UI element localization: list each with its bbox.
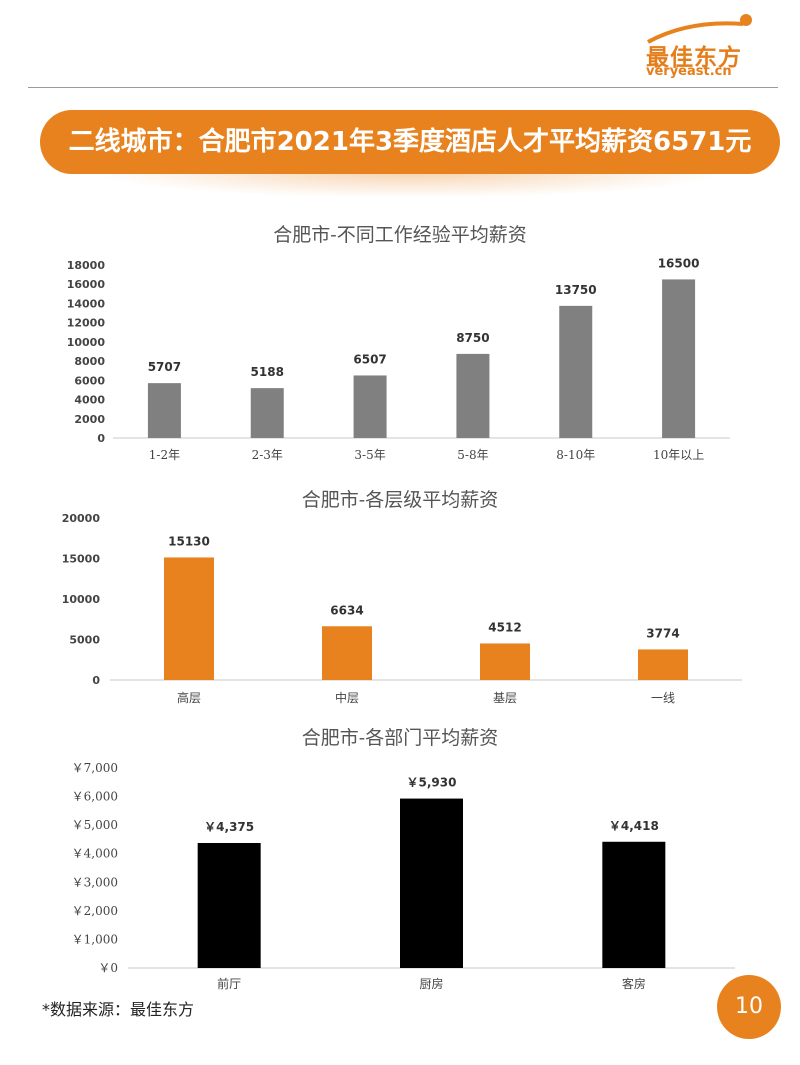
bar [353,375,387,438]
bar [197,843,261,968]
y-tick-label: 2000 [74,413,105,426]
logo-text-en: veryeast.cn [646,64,732,79]
category-label: 客房 [622,976,646,991]
bar [638,649,688,680]
y-tick-label: 5000 [69,634,100,647]
data-label: 16500 [658,256,700,270]
banner-shadow [90,172,730,198]
category-label: 8-10年 [556,448,595,462]
bar [322,626,372,680]
header-divider [28,87,778,88]
y-tick-label: ￥7,000 [72,761,118,775]
category-label: 10年以上 [653,448,704,462]
data-source-note: *数据来源：最佳东方 [42,1000,195,1019]
data-label: 4512 [488,620,521,634]
y-tick-label: ￥0 [98,961,118,975]
bar [250,388,284,438]
y-tick-label: 10000 [62,593,101,606]
bar [480,643,530,680]
data-label: 6507 [353,352,386,366]
data-label: 3774 [646,626,679,640]
logo-text-cn: 最佳东方 [646,45,742,71]
category-label: 基层 [493,691,517,705]
page-title-banner: 二线城市：合肥市2021年3季度酒店人才平均薪资6571元 [40,110,780,174]
y-tick-label: 14000 [67,297,106,310]
y-tick-label: ￥1,000 [72,932,118,946]
level-salary-chart: 0 5000 10000 15000 20000 15130 高层 6634 中层 4512 基层 3… [62,512,742,705]
bar [456,353,490,438]
department-salary-chart: ￥0 ￥1,000 ￥2,000 ￥3,000 ￥4,000 ￥5,000 ￥6,000 ￥7… [72,761,735,991]
y-tick-label: 16000 [67,278,106,291]
bar [662,279,696,438]
bar [602,841,666,968]
data-label: 13750 [555,283,597,297]
y-tick-label: 20000 [62,512,101,525]
bar [164,557,214,680]
y-tick-label: 6000 [74,374,105,387]
category-label: 5-8年 [457,448,488,462]
page-number-badge: 10 [717,975,781,1039]
bar [147,383,181,438]
category-label: 1-2年 [149,448,180,462]
data-label: 6634 [330,603,363,617]
category-label: 3-5年 [354,448,385,462]
category-label: 高层 [177,690,201,705]
chart-title-level: 合肥市-各层级平均薪资 [301,489,499,511]
chart-title-experience: 合肥市-不同工作经验平均薪资 [273,224,527,246]
category-label: 一线 [651,691,675,705]
experience-salary-chart: 0 2000 4000 6000 8000 10000 12000 14000 16000 180… [67,256,730,462]
y-tick-label: ￥4,000 [72,847,118,861]
data-label: ￥5,930 [407,776,457,790]
y-tick-label: 8000 [74,355,105,368]
y-tick-label: ￥5,000 [72,818,118,832]
y-tick-label: 0 [97,432,105,445]
brand-logo: 最佳东方 veryeast.cn [638,10,758,80]
data-label: ￥4,418 [609,819,659,833]
y-tick-label: ￥3,000 [72,875,118,889]
category-label: 2-3年 [252,448,283,462]
data-label: 5707 [148,360,181,374]
logo-swoosh-icon [647,14,752,44]
category-label: 中层 [335,690,359,705]
y-tick-label: 10000 [67,336,106,349]
y-tick-label: 12000 [67,317,106,330]
y-tick-label: ￥6,000 [72,790,118,804]
y-tick-label: ￥2,000 [72,904,118,918]
bar [559,305,593,438]
data-label: 5188 [251,365,284,379]
y-tick-label: 15000 [62,553,101,566]
y-tick-label: 0 [92,674,100,687]
category-label: 厨房 [419,976,443,991]
data-label: 15130 [168,534,210,548]
bar [400,798,463,968]
chart-title-department: 合肥市-各部门平均薪资 [301,727,499,749]
y-tick-label: 18000 [67,259,106,272]
data-label: 8750 [456,331,489,345]
category-label: 前厅 [217,976,241,991]
data-label: ￥4,375 [204,820,254,834]
y-tick-label: 4000 [74,394,105,407]
